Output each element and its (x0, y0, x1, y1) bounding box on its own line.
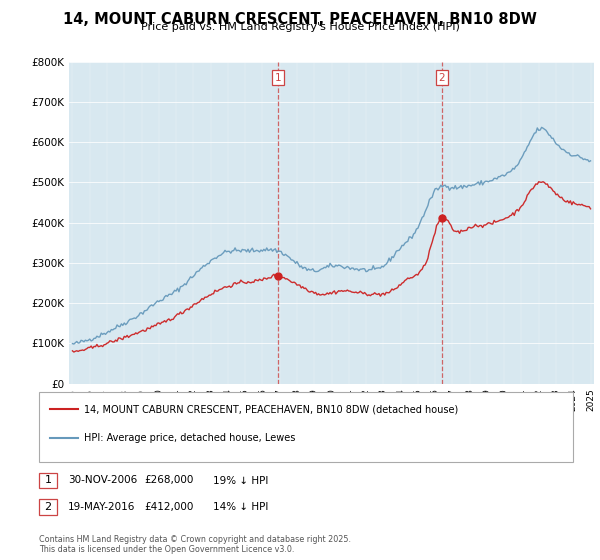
Text: £268,000: £268,000 (144, 475, 193, 486)
Text: 14, MOUNT CABURN CRESCENT, PEACEHAVEN, BN10 8DW (detached house): 14, MOUNT CABURN CRESCENT, PEACEHAVEN, B… (84, 404, 458, 414)
Text: HPI: Average price, detached house, Lewes: HPI: Average price, detached house, Lewe… (84, 433, 295, 443)
Text: Price paid vs. HM Land Registry's House Price Index (HPI): Price paid vs. HM Land Registry's House … (140, 22, 460, 32)
Text: 14, MOUNT CABURN CRESCENT, PEACEHAVEN, BN10 8DW: 14, MOUNT CABURN CRESCENT, PEACEHAVEN, B… (63, 12, 537, 27)
Text: 1: 1 (275, 73, 281, 83)
Text: 19% ↓ HPI: 19% ↓ HPI (213, 475, 268, 486)
Text: 2: 2 (44, 502, 52, 512)
Text: 2: 2 (439, 73, 445, 83)
Text: 19-MAY-2016: 19-MAY-2016 (68, 502, 135, 512)
Text: 1: 1 (44, 475, 52, 486)
Text: Contains HM Land Registry data © Crown copyright and database right 2025.
This d: Contains HM Land Registry data © Crown c… (39, 535, 351, 554)
Text: 14% ↓ HPI: 14% ↓ HPI (213, 502, 268, 512)
Text: £412,000: £412,000 (144, 502, 193, 512)
Text: 30-NOV-2006: 30-NOV-2006 (68, 475, 137, 486)
